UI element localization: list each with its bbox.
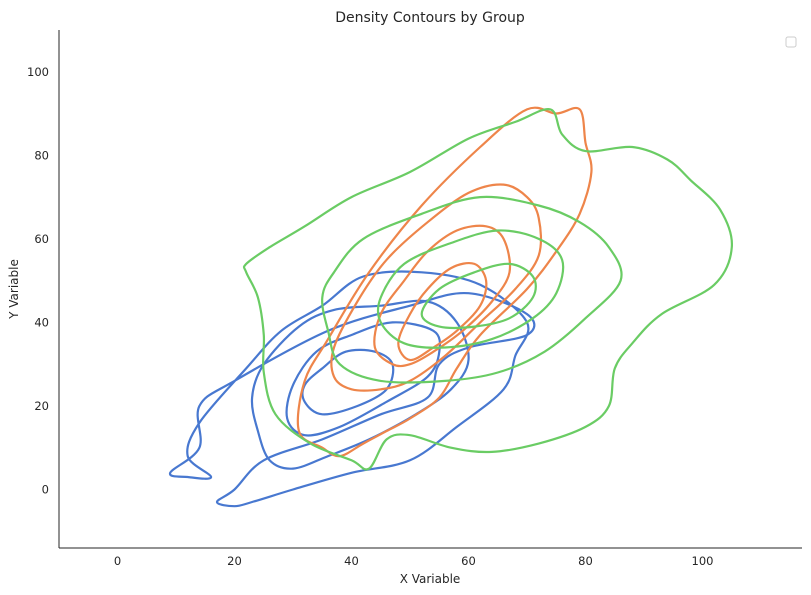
contour-series-2-level-2 [330, 183, 543, 392]
x-tick-label: 0 [114, 554, 121, 568]
contour-series-2-level-1 [296, 106, 593, 458]
y-axis-label: Y Variable [7, 259, 21, 320]
y-tick-label: 0 [42, 483, 49, 497]
x-tick-label: 20 [227, 554, 242, 568]
y-tick-label: 20 [34, 399, 49, 413]
y-tick-label: 40 [34, 315, 49, 329]
y-tick-label: 60 [34, 232, 49, 246]
y-tick-label: 80 [34, 148, 49, 162]
y-tick-labels: 0 20 40 60 80 100 [27, 65, 49, 497]
y-tick-label: 100 [27, 65, 49, 79]
contour-series-3-level-1 [242, 108, 733, 471]
x-tick-label: 100 [692, 554, 714, 568]
contour-series-3-level-2 [321, 195, 623, 384]
contour-layer [168, 106, 733, 508]
x-axis-label: X Variable [400, 572, 461, 586]
contour-series-2-level-4 [397, 261, 488, 362]
contour-series-1-level-3 [285, 321, 442, 437]
contour-series-3-level-4 [420, 262, 537, 330]
x-tick-labels: 0 20 40 60 80 100 [114, 554, 714, 568]
legend-box [785, 36, 797, 48]
contour-series-1-level-2 [250, 299, 470, 470]
contour-series-1-level-1 [168, 270, 536, 508]
x-tick-label: 40 [344, 554, 359, 568]
x-tick-label: 80 [578, 554, 593, 568]
chart-title: Density Contours by Group [335, 10, 525, 26]
contour-series-1-level-4 [301, 348, 395, 416]
contour-series-3-level-3 [376, 229, 565, 349]
x-tick-label: 60 [461, 554, 476, 568]
